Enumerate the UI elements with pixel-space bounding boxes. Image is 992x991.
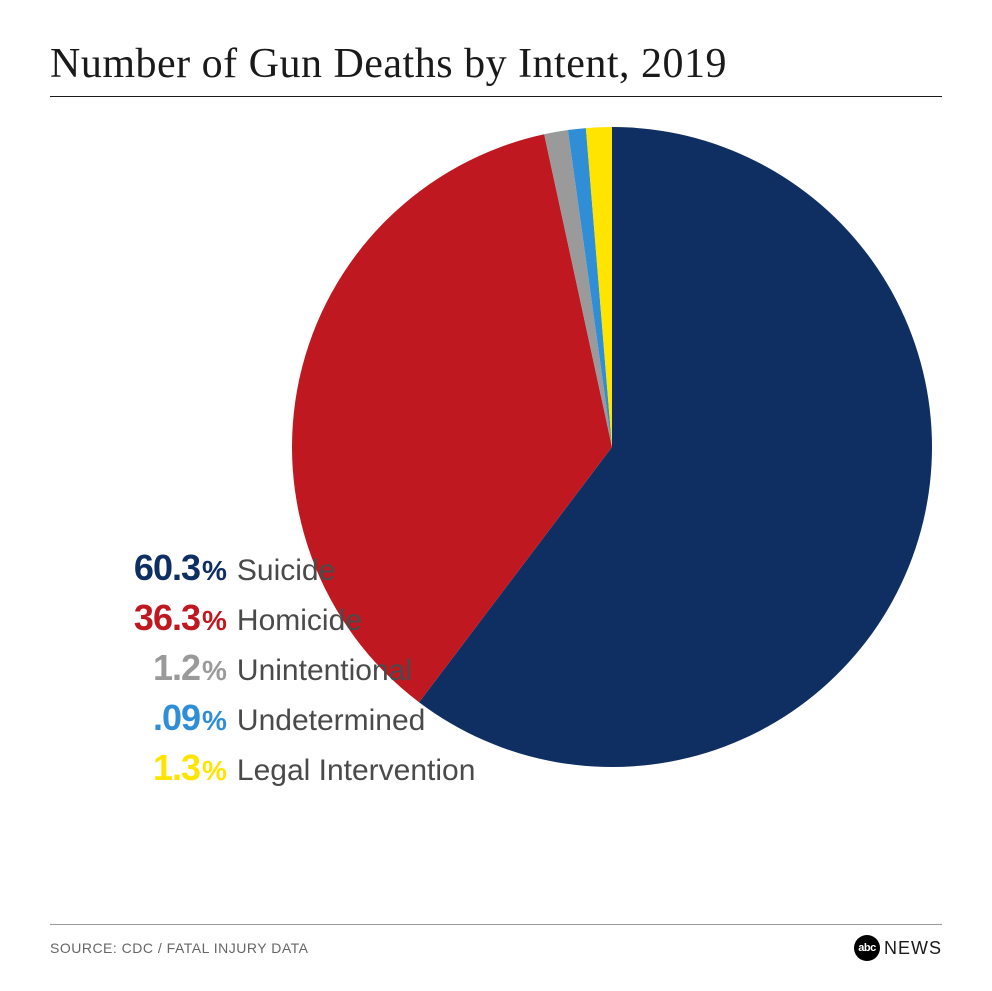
legend-row-legal-intervention: 1.3% Legal Intervention bbox=[50, 747, 475, 789]
legend-label: Unintentional bbox=[237, 654, 412, 688]
legend: 60.3% Suicide 36.3% Homicide 1.2% Unintention… bbox=[50, 547, 475, 797]
percent-icon: % bbox=[202, 755, 227, 787]
legend-percent: 60.3 bbox=[50, 547, 200, 589]
legend-percent: .09 bbox=[50, 697, 200, 739]
legend-row-unintentional: 1.2% Unintentional bbox=[50, 647, 475, 689]
legend-label: Undetermined bbox=[237, 704, 425, 738]
chart-title: Number of Gun Deaths by Intent, 2019 bbox=[50, 40, 942, 97]
brand-text: NEWS bbox=[884, 938, 942, 959]
legend-percent: 1.3 bbox=[50, 747, 200, 789]
percent-icon: % bbox=[202, 555, 227, 587]
legend-row-undetermined: .09% Undetermined bbox=[50, 697, 475, 739]
percent-icon: % bbox=[202, 705, 227, 737]
brand-logo: abc NEWS bbox=[854, 935, 942, 961]
legend-row-homicide: 36.3% Homicide bbox=[50, 597, 475, 639]
source-text: SOURCE: CDC / FATAL INJURY DATA bbox=[50, 940, 308, 956]
legend-percent: 1.2 bbox=[50, 647, 200, 689]
legend-row-suicide: 60.3% Suicide bbox=[50, 547, 475, 589]
percent-icon: % bbox=[202, 605, 227, 637]
legend-label: Legal Intervention bbox=[237, 754, 476, 788]
brand-badge-icon: abc bbox=[854, 935, 880, 961]
legend-percent: 36.3 bbox=[50, 597, 200, 639]
footer: SOURCE: CDC / FATAL INJURY DATA abc NEWS bbox=[50, 924, 942, 961]
percent-icon: % bbox=[202, 655, 227, 687]
legend-label: Suicide bbox=[237, 554, 335, 588]
legend-label: Homicide bbox=[237, 604, 362, 638]
chart-area: 60.3% Suicide 36.3% Homicide 1.2% Unintention… bbox=[50, 97, 942, 817]
